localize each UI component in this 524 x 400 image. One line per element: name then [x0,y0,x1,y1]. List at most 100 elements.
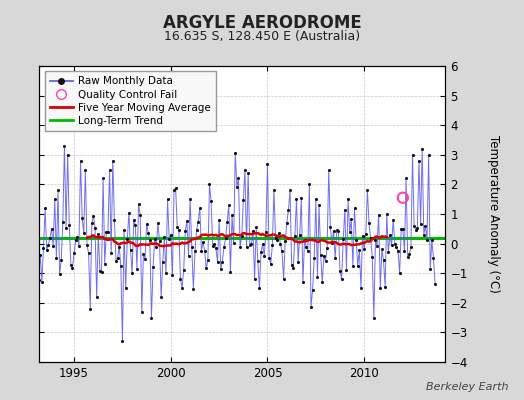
Point [231,150,239,156]
Point [237,233,246,239]
Point [197,248,205,254]
Point [268,242,277,249]
Point [225,202,233,208]
Point [249,228,257,234]
Point [54,187,62,194]
Point [418,146,427,152]
Point [189,286,198,292]
Point [299,279,307,285]
Point [397,226,406,232]
Point [210,241,219,247]
Point [336,268,344,274]
Point [429,255,438,261]
Point [215,217,223,223]
Point [379,257,388,264]
Point [176,276,184,282]
Point [112,257,120,264]
Point [316,251,325,258]
Point [275,230,283,236]
Point [171,185,180,192]
Point [42,247,51,253]
Point [390,240,399,247]
Point [44,242,52,248]
Point [180,267,188,273]
Point [67,262,75,268]
Point [220,244,228,250]
Point [212,245,220,252]
Legend: Raw Monthly Data, Quality Control Fail, Five Year Moving Average, Long-Term Tren: Raw Monthly Data, Quality Control Fail, … [45,71,216,131]
Point [62,224,70,231]
Point [363,187,372,194]
Point [183,218,191,224]
Point [104,229,112,236]
Point [83,242,91,248]
Point [118,338,127,344]
Text: Berkeley Earth: Berkeley Earth [426,382,508,392]
Point [144,230,152,236]
Point [234,175,243,182]
Point [194,219,202,225]
Point [136,212,145,218]
Point [89,212,97,219]
Point [281,238,289,244]
Point [233,184,241,190]
Point [77,158,85,164]
Point [288,262,296,268]
Point [312,196,320,202]
Point [303,248,312,254]
Point [257,249,265,255]
Point [168,272,177,278]
Point [278,248,286,255]
Point [396,270,404,276]
Point [157,294,165,300]
Point [309,287,317,293]
Point [149,264,157,270]
Point [207,198,215,204]
Point [147,314,156,321]
Point [133,266,141,272]
Point [242,244,250,250]
Point [394,248,402,254]
Point [273,236,281,243]
Point [407,244,415,250]
Point [222,235,230,242]
Point [420,232,428,238]
Point [228,212,236,218]
Point [387,242,396,248]
Point [431,281,439,287]
Point [107,250,115,256]
Point [129,217,138,223]
Point [270,187,278,194]
Point [120,227,128,234]
Point [271,234,280,241]
Point [152,244,160,250]
Point [260,253,268,259]
Point [326,224,334,230]
Point [46,234,54,241]
Point [399,226,407,232]
Point [192,226,201,233]
Point [403,254,412,260]
Point [421,223,430,229]
Point [334,228,343,234]
Point [113,254,122,261]
Point [305,181,313,188]
Point [315,202,323,208]
Point [333,226,341,233]
Point [186,196,194,202]
Point [68,264,77,271]
Point [428,237,436,243]
Point [105,166,114,173]
Point [415,158,423,164]
Point [247,241,256,248]
Point [88,220,96,226]
Point [199,239,207,245]
Point [146,237,154,243]
Point [230,240,238,246]
Point [170,187,178,194]
Point [163,196,172,202]
Point [70,250,78,256]
Point [368,254,376,260]
Point [178,284,186,291]
Point [226,269,235,276]
